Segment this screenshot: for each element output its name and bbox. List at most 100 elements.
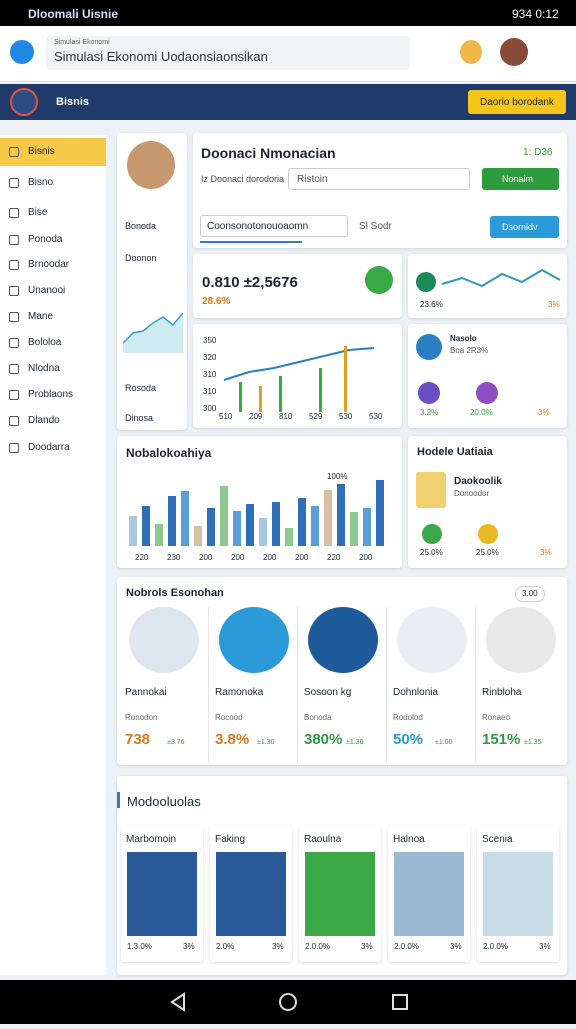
bar	[181, 491, 189, 546]
y-tick-label: 310	[203, 387, 217, 396]
sidebar-item[interactable]: Bise	[0, 199, 106, 227]
module-left: 1.3.0%	[127, 942, 152, 951]
x-tick-label: 220	[327, 553, 341, 562]
sidebar-label: Bisno	[28, 177, 54, 188]
module-image	[483, 852, 553, 936]
people-icon	[422, 524, 442, 544]
module-card[interactable]: Marbomoin 1.3.0% 3%	[121, 826, 203, 962]
sidebar-item[interactable]: Bololoa	[0, 329, 106, 357]
sidebar-icon	[9, 390, 19, 400]
bar	[207, 508, 215, 546]
bar	[259, 518, 267, 546]
sidebar-icon	[9, 443, 19, 453]
module-name: Faking	[215, 834, 246, 845]
header-button[interactable]: Daorio borodank	[468, 90, 566, 114]
economy-value: 3.8%	[215, 731, 250, 748]
url: Simulasi Ekonomi Uodaonsiaonsikan	[54, 49, 268, 64]
avatar[interactable]	[500, 38, 528, 66]
bar	[129, 516, 137, 546]
x-tick-label: 200	[295, 553, 309, 562]
economy-name: Pannokai	[125, 687, 167, 698]
button2[interactable]: Dsornidv	[490, 216, 559, 238]
people-sub: Donoodor	[454, 489, 490, 498]
sidebar-item[interactable]: Problaons	[0, 381, 106, 409]
y-tick-label: 350	[203, 336, 217, 345]
line-card: 350 320 310 310 300 510 209 810 529 530 530	[193, 324, 402, 428]
avatar[interactable]	[460, 40, 482, 64]
bar	[272, 502, 280, 546]
sidebar-item[interactable]: Nlodna	[0, 355, 106, 383]
kpi-icon	[365, 266, 393, 294]
economy-badge[interactable]: 3.00	[515, 586, 545, 602]
bar	[142, 506, 150, 546]
module-image	[305, 852, 375, 936]
button2-label: Dsornidv	[502, 222, 538, 232]
url-box[interactable]: Simulasi Ekonomi Simulasi Ekonomi Uodaon…	[46, 36, 410, 70]
people-title: Hodele Uatiaia	[417, 446, 493, 458]
x-tick-label: 530	[369, 412, 383, 421]
stats-value: 20.0%	[470, 408, 493, 417]
sidebar-item[interactable]: Unanooi	[0, 277, 106, 305]
module-left: 2.0.0%	[305, 942, 330, 951]
search-box[interactable]: Ristoin	[288, 168, 470, 190]
module-left: 2.0.0%	[394, 942, 419, 951]
economy-value: 151%	[482, 731, 521, 748]
sidebar-icon	[9, 208, 19, 218]
sidebar: Bisnis Bisno Bise Ponoda Brnoodar Unanooi Mane…	[0, 135, 106, 975]
sidebar-item[interactable]: Dlando	[0, 407, 106, 435]
profile-item: Doonon	[125, 253, 157, 263]
module-image	[216, 852, 286, 936]
status-title: Dloomali Uisnie	[28, 7, 119, 21]
bar	[337, 484, 345, 546]
sidebar-icon	[9, 286, 19, 296]
mini-chart	[123, 312, 183, 353]
nav-icons	[170, 992, 408, 1012]
bar	[194, 526, 202, 546]
stats-title: Nasolo	[450, 334, 477, 343]
stats-value: 3%	[538, 408, 550, 417]
people-value: 25.0%	[420, 548, 443, 557]
status-time: 934 0:12	[512, 7, 559, 21]
sidebar-item[interactable]: Ponoda	[0, 226, 106, 254]
browser-icon[interactable]	[10, 40, 34, 64]
economy-label: Ronaeo	[482, 713, 511, 722]
search2: Sl Sodr	[359, 221, 392, 232]
economy-delta: ±1.30	[257, 739, 275, 746]
module-card[interactable]: Scenia 2.0.0% 3%	[477, 826, 559, 962]
input[interactable]: Coonsonotonouoaomn	[200, 215, 348, 237]
people-avatar	[416, 472, 446, 508]
kpi-card: 0.810 ±2,5676 28.6%	[193, 254, 402, 318]
bar-title: Nobalokoahiya	[126, 446, 212, 460]
sidebar-item[interactable]: Doodarra	[0, 434, 106, 462]
sidebar-item[interactable]: Bisnis	[0, 138, 106, 166]
sidebar-item[interactable]: Mane	[0, 303, 106, 331]
economy-delta: ±1.35	[524, 739, 542, 746]
economy-delta: ±1.36	[346, 739, 364, 746]
button[interactable]: Nonaim	[482, 168, 559, 190]
bar	[155, 524, 163, 546]
main-title: Doonaci Nmonacian	[201, 145, 336, 161]
sidebar-label: Unanooi	[28, 285, 66, 296]
bar	[285, 528, 293, 546]
input-text: Coonsonotonouoaomn	[207, 221, 309, 232]
stats-value: 3.2%	[420, 408, 439, 417]
logo[interactable]	[10, 88, 38, 116]
module-name: Scenia	[482, 834, 513, 845]
sidebar-item[interactable]: Bisno	[0, 169, 106, 197]
module-card[interactable]: Halnoa 2.0.0% 3%	[388, 826, 470, 962]
bar	[168, 496, 176, 546]
module-image	[127, 852, 197, 936]
economy-label: Rodolod	[393, 713, 423, 722]
module-left: 2.0.0%	[483, 942, 508, 951]
accent	[117, 792, 120, 808]
sidebar-item[interactable]: Brnoodar	[0, 251, 106, 279]
module-right: 3%	[450, 942, 462, 951]
module-card[interactable]: Raoulna 2.0.0% 3%	[299, 826, 381, 962]
app-header: Bisnis Daorio borodank	[0, 84, 576, 120]
module-card[interactable]: Faking 2.0% 3%	[210, 826, 292, 962]
x-tick-label: 200	[359, 553, 373, 562]
trend-label: 3%	[548, 300, 560, 309]
kpi-change: 28.6%	[202, 296, 231, 307]
module-left: 2.0%	[216, 942, 235, 951]
profile-panel: Bonoda Doonon Rosoda Dinosa	[117, 133, 187, 430]
